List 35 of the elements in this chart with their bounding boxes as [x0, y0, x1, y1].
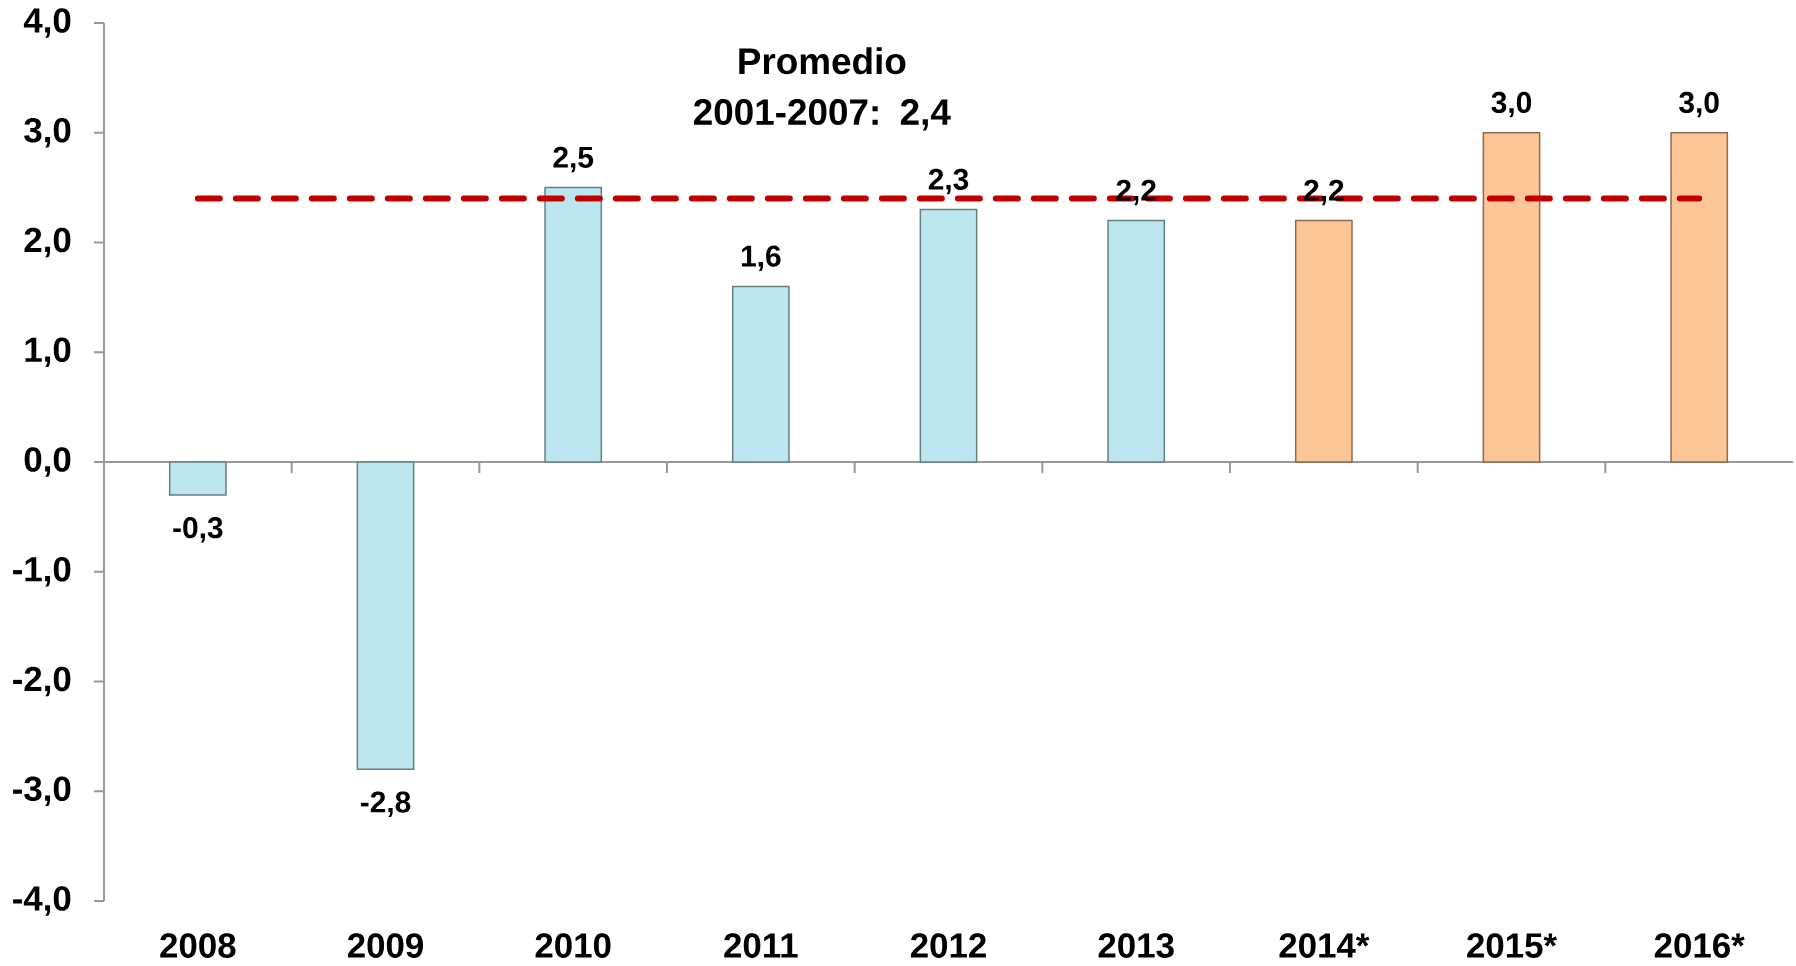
data-label: 3,0	[1679, 91, 1719, 118]
x-tick-label: 2016*	[1654, 933, 1745, 958]
y-tick-label: 2,0	[24, 227, 71, 258]
y-tick-label: 1,0	[25, 337, 71, 368]
data-label: -2,8	[360, 791, 411, 817]
data-label: 2,3	[928, 168, 969, 195]
data-label: 1,6	[741, 245, 781, 272]
x-tick-label: 2015*	[1467, 933, 1558, 958]
data-label: -0,3	[173, 517, 223, 543]
bar	[1107, 219, 1166, 463]
bar	[919, 208, 978, 463]
data-label: 3,0	[1491, 91, 1532, 118]
y-tick-label: 3,0	[24, 117, 71, 148]
x-tick-label: 2013	[1098, 933, 1174, 958]
bar	[356, 461, 415, 771]
bar	[731, 285, 790, 463]
y-tick-label: 0,0	[24, 447, 71, 477]
data-label: 2,5	[553, 146, 594, 173]
ref-line-label: Promedio 2001-2007: 2,4	[694, 47, 951, 131]
y-tick-label: -3,0	[13, 776, 71, 807]
bar	[1482, 132, 1541, 463]
y-tick-label: -1,0	[13, 556, 71, 587]
x-tick-label: 2014*	[1279, 933, 1370, 958]
y-tick-label: 4,0	[23, 8, 71, 38]
bar	[1670, 132, 1729, 463]
x-tick-label: 2008	[160, 933, 236, 958]
bar	[1294, 219, 1353, 463]
bar	[168, 461, 227, 496]
x-tick-label: 2012	[910, 933, 986, 958]
y-tick-label: -4,0	[13, 886, 71, 916]
x-tick-label: 2009	[347, 933, 423, 958]
y-tick-label: -2,0	[13, 666, 71, 697]
x-tick-label: 2010	[535, 933, 611, 958]
bar	[544, 186, 603, 463]
x-tick-label: 2011	[724, 933, 798, 958]
